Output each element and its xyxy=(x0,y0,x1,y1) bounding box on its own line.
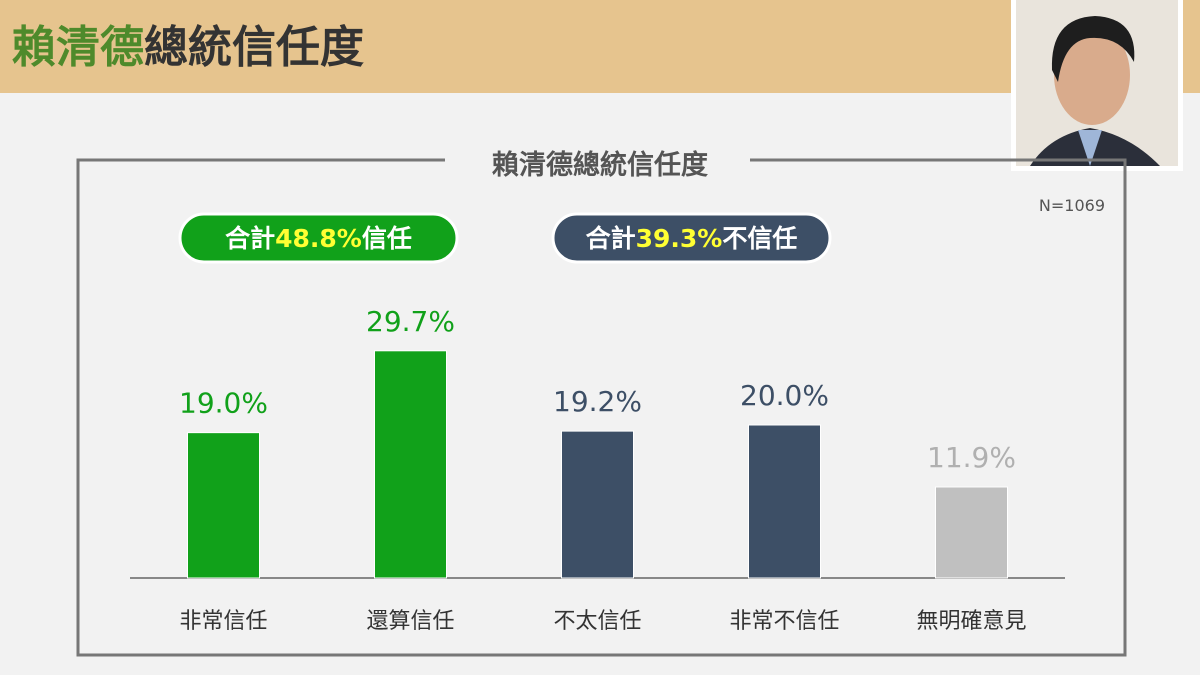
summary-suffix: 不信任 xyxy=(722,224,797,253)
header-title: 賴清德總統信任度 xyxy=(12,22,364,73)
x-tick-label: 還算信任 xyxy=(366,609,454,634)
summary-text: 合計39.3%不信任 xyxy=(586,224,798,253)
bar xyxy=(374,350,447,579)
chart-title: 賴清德總統信任度 xyxy=(492,149,708,181)
portrait-hair xyxy=(1051,16,1135,82)
bar xyxy=(187,432,260,579)
value-label: 29.7% xyxy=(366,305,455,338)
header-title-rest: 總統信任度 xyxy=(144,22,364,73)
portrait-face xyxy=(1054,25,1130,125)
summary-value: 39.3% xyxy=(636,224,723,253)
bar xyxy=(561,430,634,579)
value-label: 11.9% xyxy=(927,441,1016,474)
x-tick-label: 非常信任 xyxy=(179,609,267,634)
value-label: 19.2% xyxy=(553,385,642,418)
summary-prefix: 合計 xyxy=(586,224,636,253)
x-tick-label: 不太信任 xyxy=(553,609,641,634)
value-label: 19.0% xyxy=(179,387,268,420)
header-bar xyxy=(0,0,1200,93)
x-tick-label: 非常不信任 xyxy=(729,609,839,634)
summary-value: 48.8% xyxy=(275,224,362,253)
portrait xyxy=(1011,0,1183,171)
bar xyxy=(748,424,821,579)
summary-badge xyxy=(551,212,832,264)
header-title-name: 賴清德 xyxy=(12,22,144,73)
summary-prefix: 合計 xyxy=(225,224,275,253)
bar xyxy=(935,486,1008,579)
portrait-shirt xyxy=(1078,130,1102,166)
summary-text: 合計48.8%信任 xyxy=(225,224,412,253)
sample-note: N=1069 xyxy=(1039,196,1105,215)
x-tick-label: 無明確意見 xyxy=(916,609,1026,634)
summary-badge xyxy=(178,212,459,264)
value-label: 20.0% xyxy=(740,379,829,412)
summary-suffix: 信任 xyxy=(362,224,412,253)
chart-title-gap xyxy=(445,148,750,178)
